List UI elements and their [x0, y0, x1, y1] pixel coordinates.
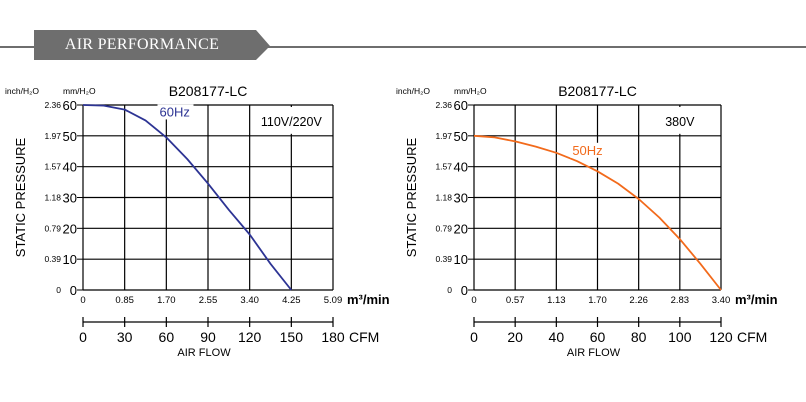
y-tick-label-inch: 1.57: [435, 162, 452, 172]
banner-shape: [34, 30, 270, 60]
y-tick-label-inch: 1.18: [44, 193, 61, 203]
y-tick-label-mm: 30: [454, 191, 468, 206]
y-tick-label-inch: 0.39: [44, 254, 61, 264]
x-unit-m3: m³/min: [735, 292, 778, 307]
x-tick-label-m3: 1.70: [588, 295, 607, 306]
series-label: 60Hz: [160, 104, 190, 119]
x-tick-label-cfm: 80: [631, 329, 647, 345]
series-label-bg: [157, 104, 194, 120]
y-tick-label-mm: 10: [63, 252, 77, 267]
x-unit-cfm: CFM: [349, 329, 379, 345]
x-tick-label-m3: 2.26: [629, 295, 648, 306]
y-tick-label-inch: 0.39: [435, 254, 452, 264]
x-tick-label-m3: 3.40: [240, 295, 259, 306]
y-tick-label-mm: 20: [63, 221, 77, 236]
y-tick-label-mm: 20: [454, 221, 468, 236]
x-tick-label-cfm: 120: [238, 329, 262, 345]
y-unit-inch: inch/H₂O: [396, 86, 430, 96]
y-tick-label-mm: 40: [454, 160, 468, 175]
y-tick-label-mm: 40: [63, 160, 77, 175]
chart-title: B208177-LC: [169, 83, 248, 99]
y-tick-label-inch: 1.97: [435, 131, 452, 141]
x-axis-title: AIR FLOW: [177, 347, 231, 359]
y-unit-mm: mm/H₂O: [454, 86, 487, 96]
y-tick-label-inch: 0.79: [435, 223, 452, 233]
y-tick-label-inch: 0.79: [44, 223, 61, 233]
y-tick-label-inch: 1.97: [44, 131, 61, 141]
section-title: AIR PERFORMANCE: [64, 36, 220, 53]
x-tick-label-cfm: 150: [280, 329, 304, 345]
x-tick-label-m3: 0.85: [115, 295, 134, 306]
y-unit-mm: mm/H₂O: [63, 86, 96, 96]
series-line-50hz: [473, 134, 722, 291]
x-axis-title: AIR FLOW: [567, 347, 621, 359]
y-tick-label-mm: 50: [454, 129, 468, 144]
y-tick-label-mm: 0: [461, 283, 468, 298]
y-tick-label-mm: 10: [454, 252, 468, 267]
x-unit-m3: m³/min: [347, 292, 390, 307]
x-tick-label-m3: 5.09: [324, 295, 343, 306]
y-tick-label-inch: 2.36: [44, 100, 61, 110]
x-tick-label-cfm: 100: [668, 329, 692, 345]
y-tick-label-mm: 60: [63, 98, 77, 113]
x-tick-label-cfm: 60: [159, 329, 175, 345]
y-tick-label-mm: 50: [63, 129, 77, 144]
chart-title: B208177-LC: [558, 83, 637, 99]
x-unit-cfm: CFM: [737, 329, 767, 345]
x-tick-label-m3: 2.55: [199, 295, 218, 306]
x-tick-label-m3: 2.83: [671, 295, 690, 306]
y-tick-label-inch: 1.57: [44, 162, 61, 172]
x-tick-label-m3: 1.70: [157, 295, 176, 306]
voltage-label: 110V/220V: [261, 115, 323, 129]
y-tick-label-mm: 60: [454, 98, 468, 113]
y-axis-title: STATIC PRESSURE: [404, 137, 419, 257]
header-divider: [0, 46, 806, 48]
x-tick-label-m3: 0: [471, 295, 476, 306]
y-tick-label-mm: 30: [63, 191, 77, 206]
x-tick-label-cfm: 30: [117, 329, 133, 345]
section-banner: AIR PERFORMANCE: [34, 30, 274, 60]
voltage-box: [640, 107, 719, 134]
y-axis-title: STATIC PRESSURE: [13, 137, 28, 257]
y-tick-label-mm: 0: [70, 283, 77, 298]
x-tick-label-m3: 4.25: [282, 295, 301, 306]
x-tick-label-cfm: 90: [200, 329, 216, 345]
y-unit-inch: inch/H₂O: [5, 86, 39, 96]
voltage-label: 380V: [665, 115, 695, 129]
x-tick-label-m3: 0.57: [506, 295, 525, 306]
x-tick-label-cfm: 0: [470, 329, 478, 345]
y-tick-label-inch: 1.18: [435, 193, 452, 203]
y-tick-label-inch: 2.36: [435, 100, 452, 110]
x-tick-label-m3: 1.13: [547, 295, 566, 306]
x-tick-label-cfm: 20: [507, 329, 523, 345]
chart-left: 602.36501.97401.57301.18200.79100.3900in…: [5, 83, 390, 359]
x-tick-label-m3: 0: [80, 295, 85, 306]
chart-right: 602.36501.97401.57301.18200.79100.3900in…: [396, 83, 778, 359]
x-tick-label-cfm: 60: [590, 329, 606, 345]
voltage-box: [251, 107, 331, 134]
x-tick-label-cfm: 0: [79, 329, 87, 345]
y-tick-label-inch: 0: [56, 285, 61, 295]
x-tick-label-m3: 3.40: [712, 295, 731, 306]
x-tick-label-cfm: 120: [709, 329, 733, 345]
series-line-60hz: [82, 104, 293, 291]
y-tick-label-inch: 0: [447, 285, 452, 295]
series-label: 50Hz: [572, 143, 602, 158]
x-tick-label-cfm: 40: [549, 329, 565, 345]
x-tick-label-cfm: 180: [321, 329, 345, 345]
series-label-bg: [570, 142, 607, 158]
